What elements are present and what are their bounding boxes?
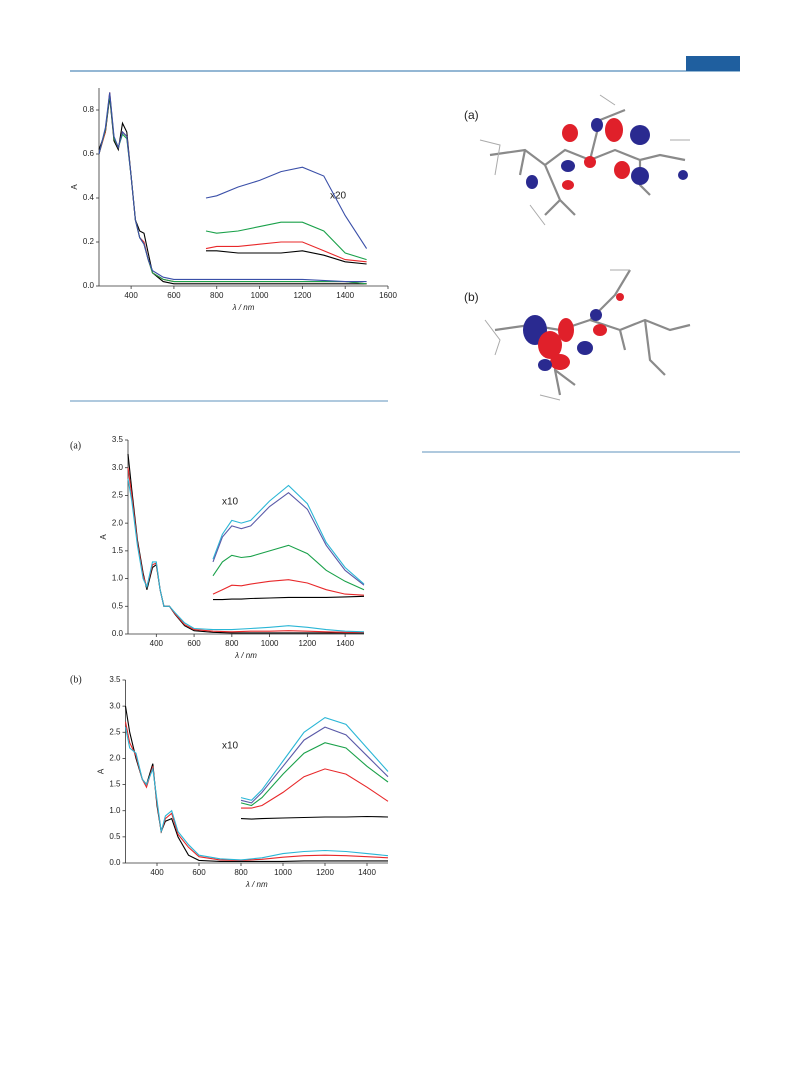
x-axis-label: λ / nm [234,651,257,660]
spectrum-line [127,467,364,633]
y-tick-label: 0.5 [112,601,124,610]
x-tick-label: 1200 [316,868,334,877]
y-tick-label: 1.0 [109,806,121,815]
spectrum-line [205,241,367,263]
spectrum-line [240,726,389,804]
x-tick-label: 1600 [379,291,397,300]
x-tick-label: 1400 [336,639,354,648]
y-tick-label: 3.5 [109,675,121,684]
x-tick-label: 1200 [298,639,316,648]
y-tick-label: 1.5 [112,546,124,555]
spectrum-line [127,478,365,633]
y-tick-label: 2.5 [112,491,124,500]
spectrum-line [212,491,365,586]
x-tick-label: 1000 [251,291,269,300]
x-tick-label: 800 [234,868,248,877]
annotation: x10 [222,497,239,508]
spectrum-line [124,721,389,861]
spectrum-line [124,706,388,862]
x-tick-label: 1000 [274,868,292,877]
x-tick-label: 400 [150,868,164,877]
panel-label: (a) [464,108,479,122]
x-tick-label: 800 [225,639,239,648]
x-tick-label: 400 [124,291,138,300]
y-tick-label: 3.0 [109,701,121,710]
spectrum-line [205,166,368,249]
y-tick-label: 0.2 [83,237,95,246]
spectrum-line [240,815,389,820]
y-tick-label: 2.0 [109,754,121,763]
panel-label: (b) [70,674,82,685]
spectrum-line [206,250,367,265]
y-axis-label: A [97,768,106,774]
x-tick-label: 800 [210,291,224,300]
x-tick-label: 1000 [261,639,279,648]
annotation: x20 [330,191,347,202]
spectrum-line [240,716,389,801]
annotation: x10 [222,741,239,752]
panel-label: (a) [70,440,81,451]
spectrum-line [212,544,365,591]
y-tick-label: 3.5 [112,435,124,444]
y-axis-label: A [70,184,79,190]
spectrum-line [212,579,365,596]
spectrum-line [213,595,365,601]
y-tick-label: 3.0 [112,463,124,472]
header-tab [686,56,740,71]
x-tick-label: 600 [167,291,181,300]
y-tick-label: 0.4 [83,193,95,202]
spectrum-line [98,92,367,285]
y-tick-label: 0.0 [83,281,95,290]
orbital-image [484,269,691,401]
y-tick-label: 0.5 [109,832,121,841]
y-tick-label: 0.8 [83,105,95,114]
spectrum-line [212,484,365,585]
y-tick-label: 0.6 [83,149,95,158]
y-tick-label: 1.5 [109,780,121,789]
x-axis-label: λ / nm [245,880,268,889]
x-tick-label: 400 [150,639,164,648]
x-tick-label: 600 [192,868,206,877]
spectrum-line [98,96,367,285]
spectrum-line [205,221,367,261]
x-tick-label: 1200 [293,291,311,300]
spectrum-line [240,742,389,807]
y-tick-label: 2.0 [112,518,124,527]
x-tick-label: 600 [187,639,201,648]
orbital-image [479,94,690,226]
spectrum-line [241,768,389,809]
panel-label: (b) [464,290,479,304]
y-tick-label: 0.0 [112,629,124,638]
x-axis-label: λ / nm [232,303,255,312]
y-tick-label: 0.0 [109,858,121,867]
spectrum-line [98,92,367,283]
y-axis-label: A [99,534,108,540]
x-tick-label: 1400 [336,291,354,300]
spectrum-line [124,726,389,861]
y-tick-label: 2.5 [109,727,121,736]
y-tick-label: 1.0 [112,574,124,583]
x-tick-label: 1400 [358,868,376,877]
